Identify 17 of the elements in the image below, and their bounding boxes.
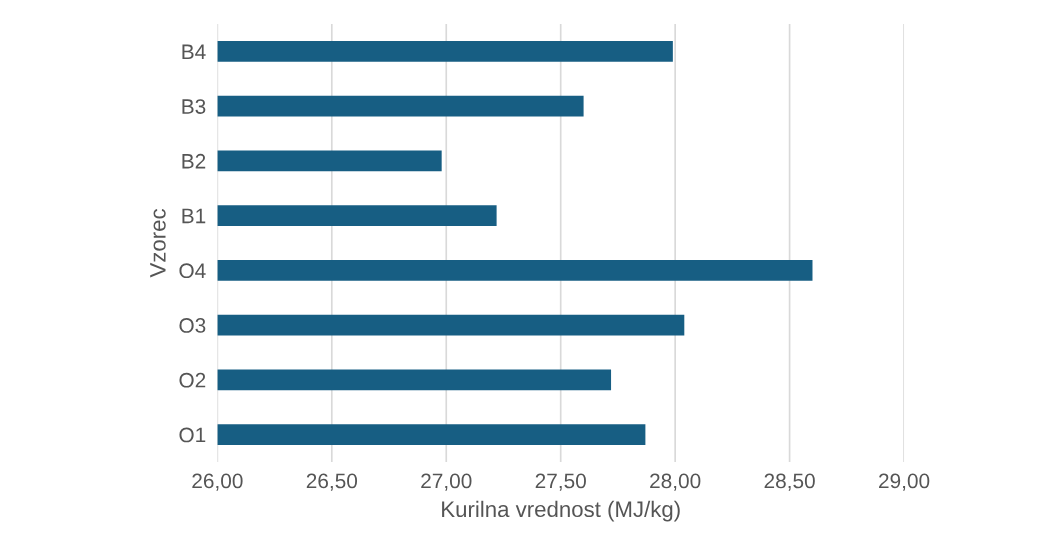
y-axis-title: Vzorec xyxy=(150,208,166,278)
x-tick-label: 27,50 xyxy=(535,473,586,491)
y-tick-label: O2 xyxy=(179,372,206,388)
x-axis-title: Kurilna vrednost (MJ/kg) xyxy=(442,500,680,522)
x-tick-label: 28,50 xyxy=(764,473,815,491)
y-tick-label: B4 xyxy=(182,44,206,59)
x-tick-label: 27,00 xyxy=(421,473,472,491)
x-tick-label: 29,00 xyxy=(879,473,930,491)
y-tick-label: B2 xyxy=(182,153,206,169)
y-tick-label: O1 xyxy=(179,427,206,443)
y-tick-label: O3 xyxy=(179,318,206,333)
x-tick-label: 28,00 xyxy=(650,473,701,491)
y-tick-label: O4 xyxy=(179,263,206,279)
y-tick-label: B1 xyxy=(182,208,206,224)
x-tick-label: 26,50 xyxy=(306,473,358,491)
x-tick-label: 26,00 xyxy=(192,473,243,491)
y-tick-label: B3 xyxy=(182,99,206,114)
